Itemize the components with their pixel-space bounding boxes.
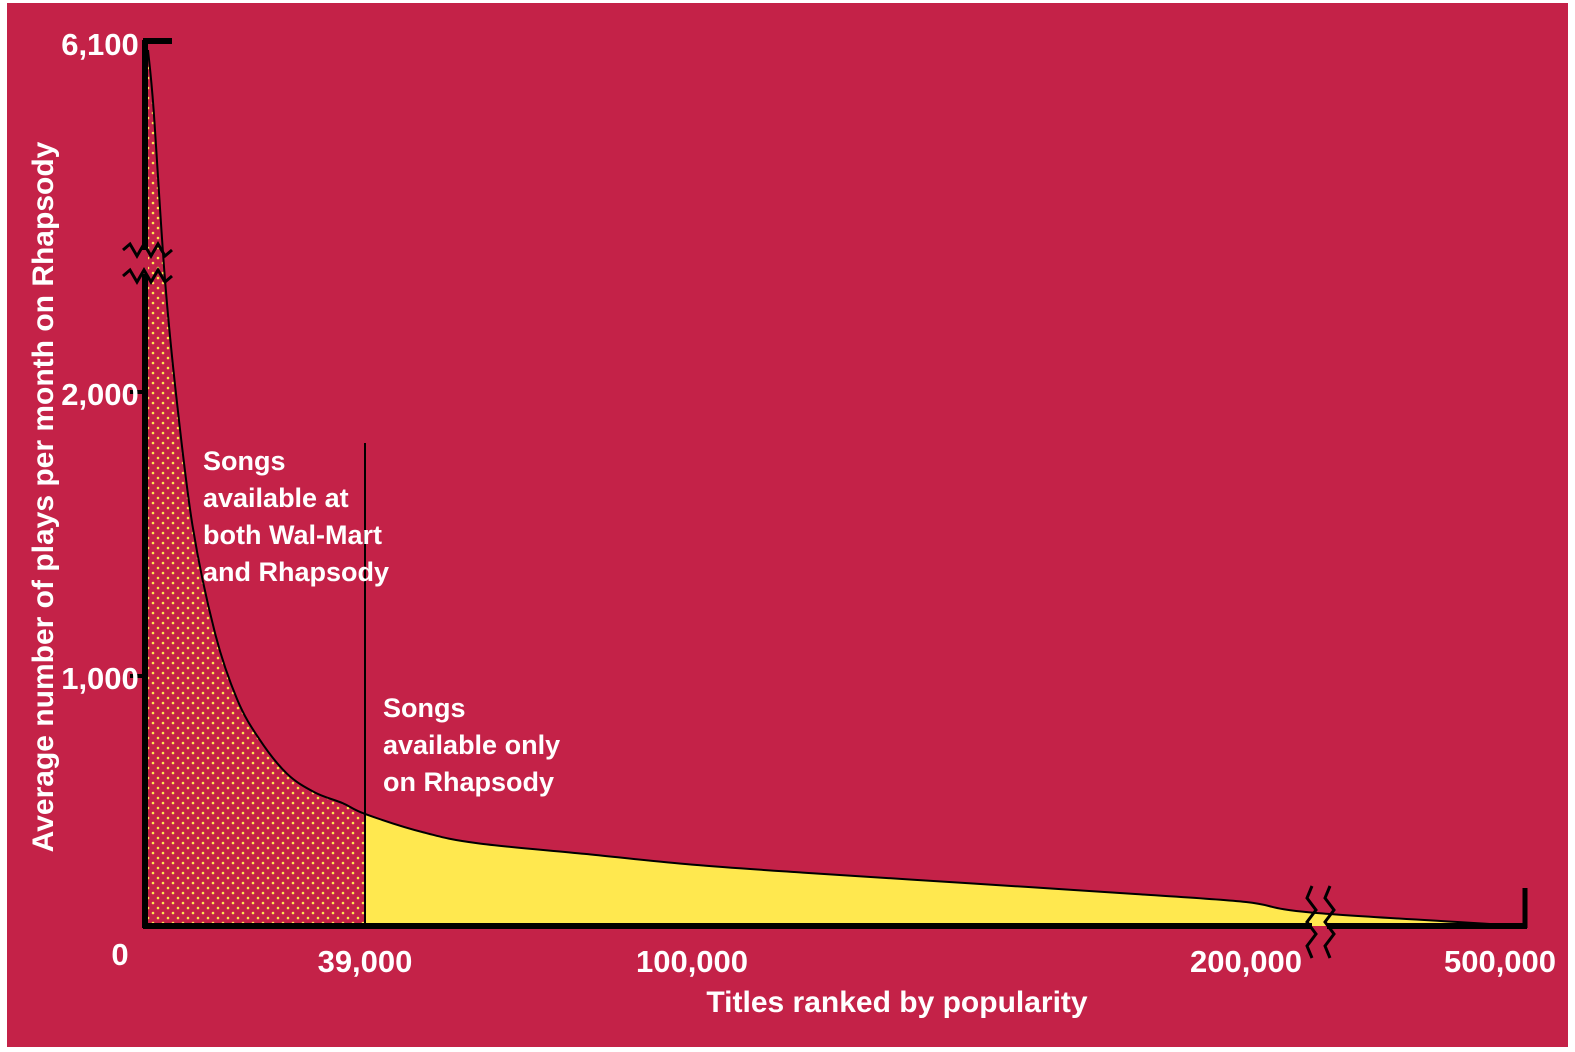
x-tick-label-39000: 39,000 [318, 944, 413, 979]
annotation-rhapsody-line-1: Songs [383, 693, 466, 723]
x-tick-label-100000: 100,000 [636, 944, 748, 979]
x-tick-label-0: 0 [111, 937, 128, 972]
annotation-walmart-line-1: Songs [203, 446, 286, 476]
x-tick-label-200000: 200,000 [1190, 944, 1302, 979]
annotation-walmart-line-4: and Rhapsody [203, 557, 389, 587]
tail-region-yellow [365, 813, 1525, 926]
x-axis-break-right [1323, 885, 1336, 959]
annotation-rhapsody-only: Songs available only on Rhapsody [383, 693, 568, 797]
annotation-walmart-rhapsody: Songs available at both Wal-Mart and Rha… [203, 446, 389, 587]
demand-curve-line [147, 49, 1526, 927]
x-tick-label-500000: 500,000 [1444, 944, 1556, 979]
annotation-walmart-line-3: both Wal-Mart [203, 520, 382, 550]
y-tick-label-2000: 2,000 [61, 377, 139, 412]
y-axis-break-bottom [122, 267, 173, 285]
x-axis-break-left [1305, 885, 1318, 959]
y-axis-title: Average number of plays per month on Rha… [27, 141, 60, 852]
annotation-walmart-line-2: available at [203, 483, 349, 513]
x-axis-title: Titles ranked by popularity [706, 986, 1088, 1019]
y-tick-label-6100: 6,100 [61, 27, 139, 62]
y-tick-label-1000: 1,000 [61, 661, 139, 696]
annotation-rhapsody-line-2: available only [383, 730, 560, 760]
head-region-dotted [148, 50, 365, 926]
annotation-rhapsody-line-3: on Rhapsody [383, 767, 554, 797]
y-axis-break-top [122, 241, 173, 259]
